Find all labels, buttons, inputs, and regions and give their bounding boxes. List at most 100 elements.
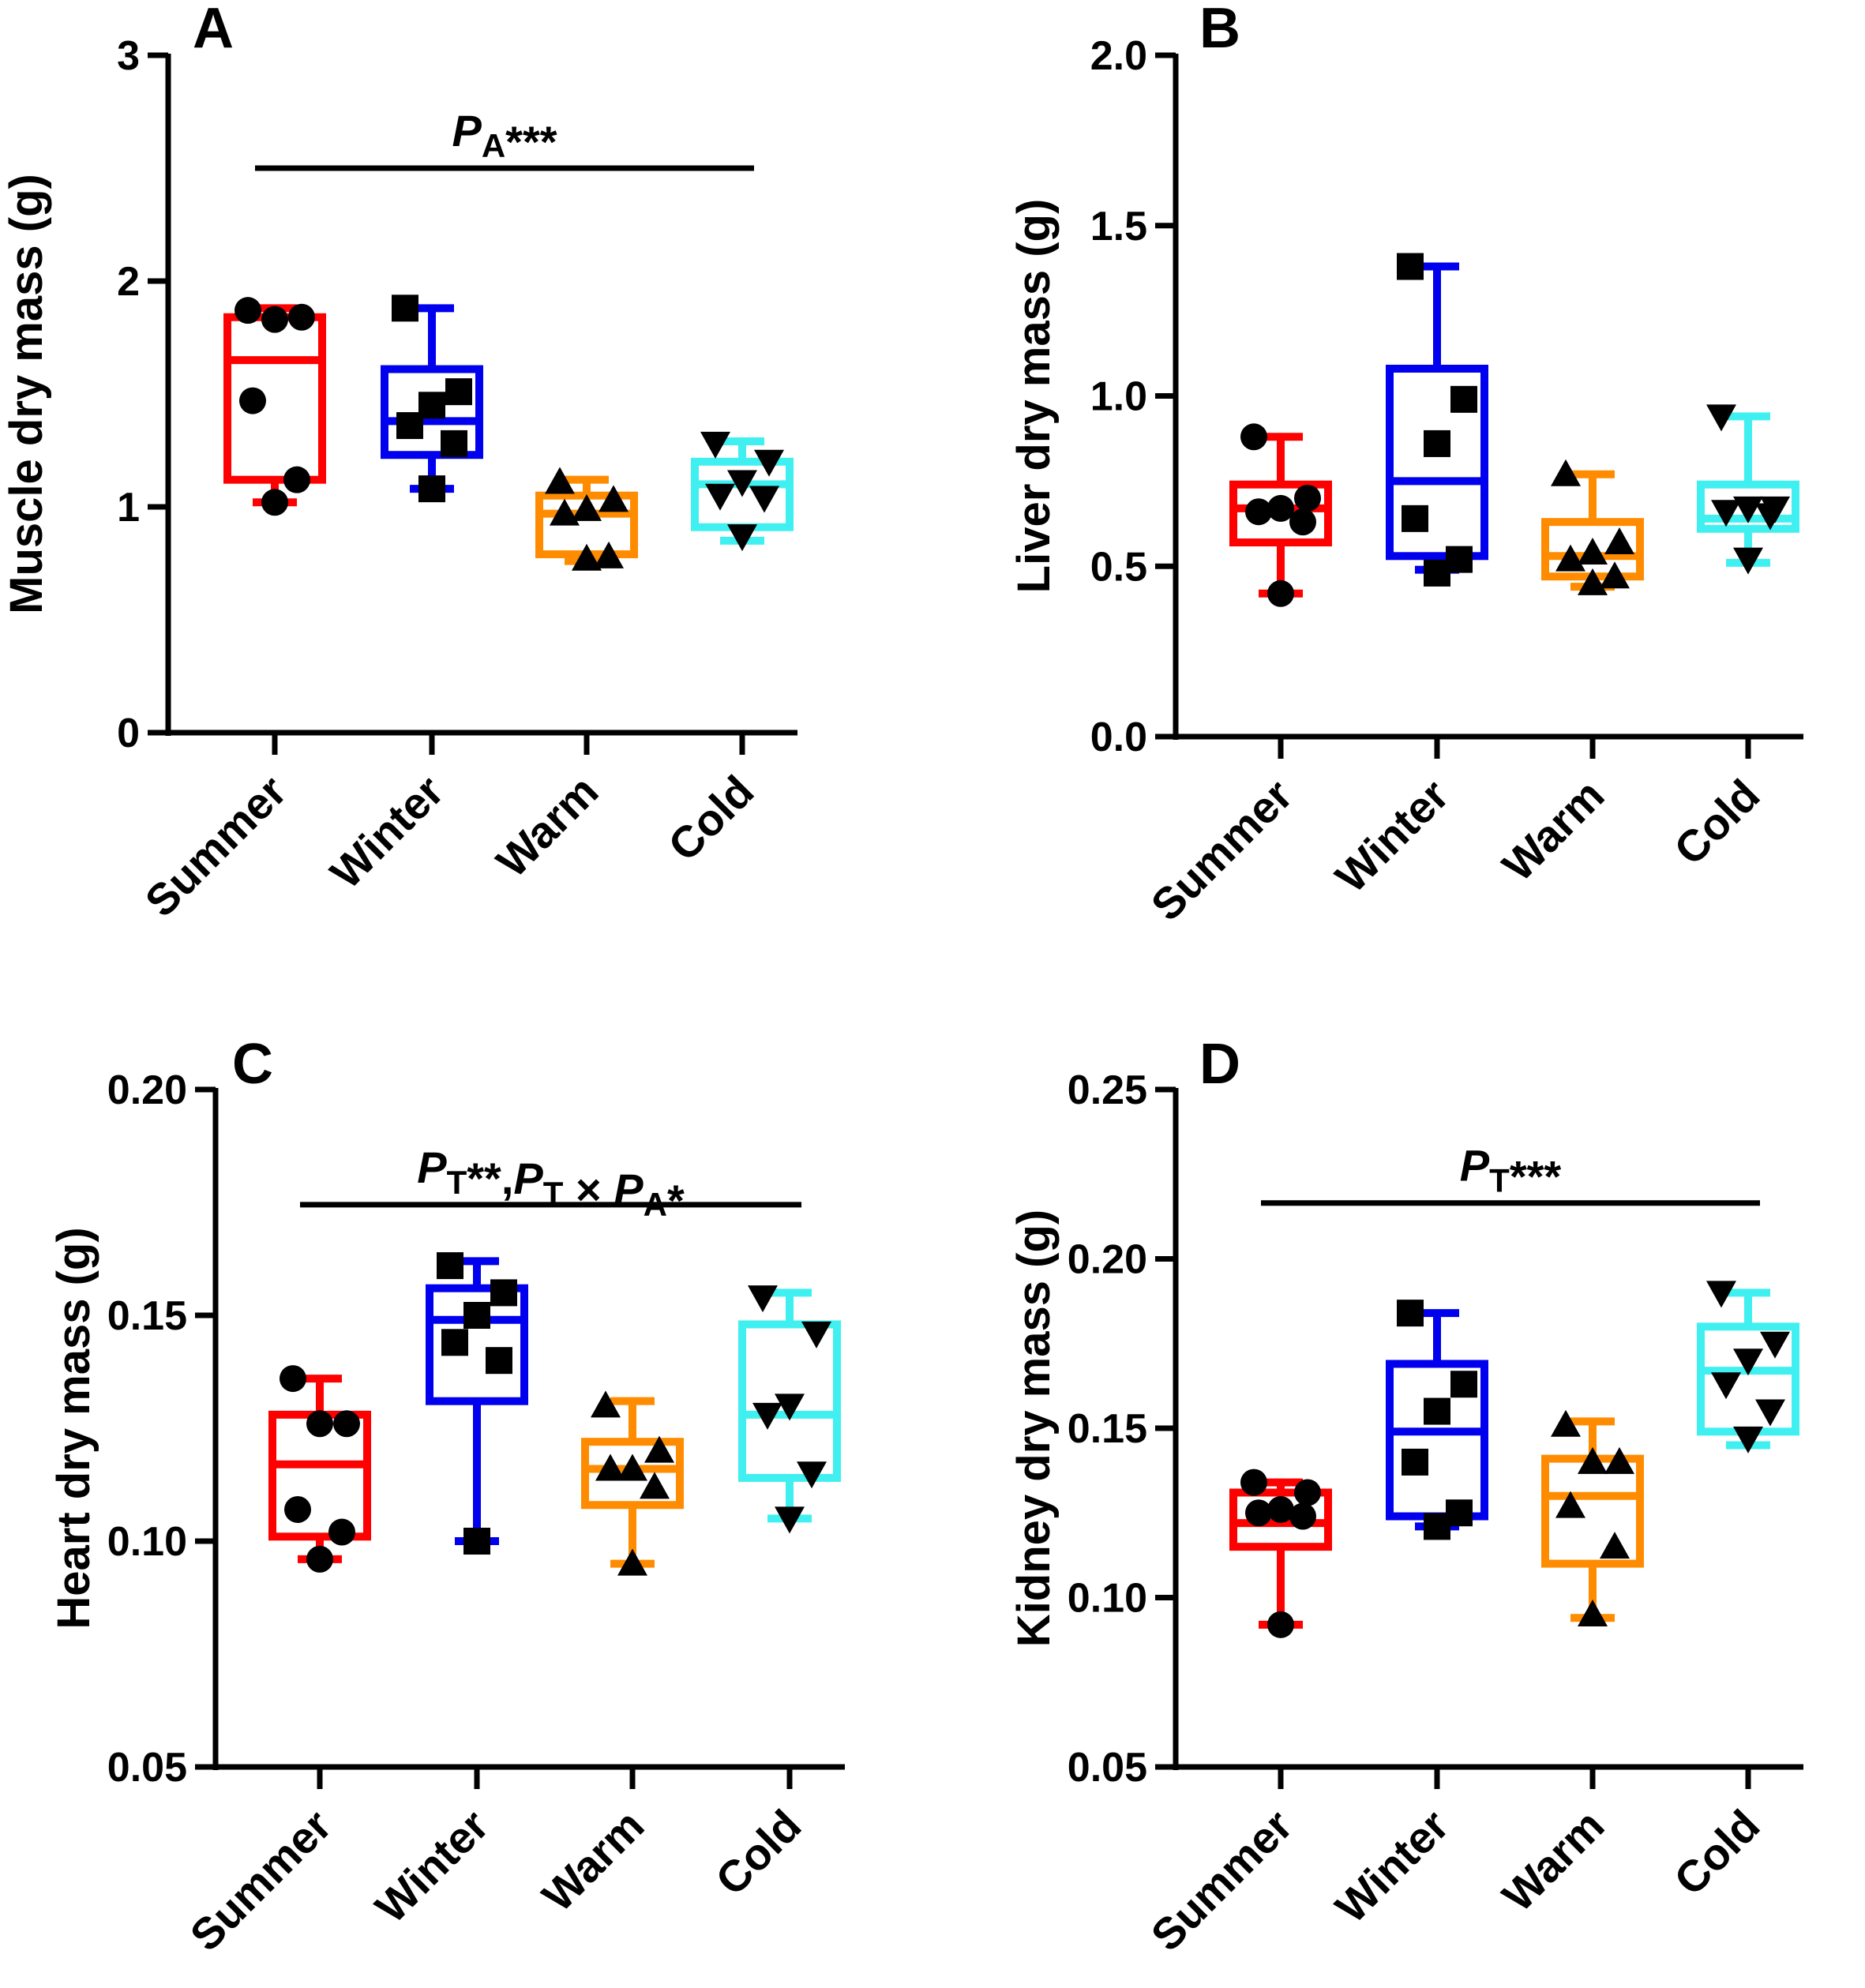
data-point-summer (1294, 1479, 1321, 1506)
data-point-summer (1267, 494, 1294, 522)
box-winter (381, 294, 483, 503)
x-tick-label-summer: Summer (1141, 1800, 1301, 1960)
data-point-cold (797, 1461, 827, 1489)
data-point-winter (1402, 505, 1428, 532)
box-warm (535, 467, 638, 571)
data-point-winter (463, 1302, 490, 1329)
data-point-cold (775, 1393, 805, 1421)
data-point-summer (1245, 498, 1272, 526)
data-point-cold (1760, 1331, 1790, 1359)
y-tick-label: 2.0 (1090, 33, 1147, 79)
data-point-warm (1604, 1446, 1634, 1474)
box-winter (1386, 253, 1488, 587)
y-tick-label: 0.0 (1090, 715, 1147, 760)
data-point-winter (1424, 1397, 1450, 1425)
data-point-warm (617, 1548, 647, 1576)
significance-label: PT*** (1460, 1141, 1562, 1202)
x-tick-label-summer: Summer (135, 766, 295, 926)
data-point-warm (572, 493, 602, 521)
data-point-cold (1733, 1426, 1763, 1453)
data-point-summer (333, 1410, 360, 1438)
box-warm (581, 1390, 684, 1576)
data-point-winter (1450, 1371, 1477, 1398)
data-point-cold (752, 1402, 782, 1430)
box-iqr (1697, 480, 1799, 533)
data-point-winter (1397, 253, 1424, 280)
data-point-winter (441, 1329, 468, 1356)
data-point-cold (748, 1285, 778, 1313)
box-summer (1229, 1468, 1332, 1638)
y-axis-title: Heart dry mass (g) (48, 1227, 99, 1629)
data-point-cold (1711, 500, 1741, 527)
x-tick-label-winter: Winter (1326, 770, 1458, 902)
y-tick-label: 3 (117, 33, 140, 79)
panel-letter: C (232, 1033, 273, 1096)
x-tick-label-warm: Warm (1492, 770, 1613, 891)
significance-label: PA*** (452, 106, 557, 167)
y-tick-label: 0.15 (107, 1293, 187, 1339)
box-cold (1697, 404, 1799, 575)
box-summer (223, 297, 326, 516)
y-tick-label: 2 (117, 259, 140, 305)
data-point-warm (591, 1390, 621, 1418)
x-tick-label-warm: Warm (1492, 1800, 1613, 1921)
data-point-summer (261, 489, 288, 516)
data-point-cold (754, 449, 784, 477)
data-point-cold (727, 524, 757, 552)
data-point-summer (1289, 508, 1316, 536)
x-tick-label-cold: Cold (1664, 770, 1769, 875)
data-point-cold (801, 1321, 831, 1348)
data-point-winter (1450, 385, 1477, 413)
x-tick-label-summer: Summer (180, 1800, 340, 1960)
data-point-warm (1578, 1599, 1608, 1626)
data-point-summer (306, 1410, 333, 1438)
data-point-winter (1402, 1448, 1428, 1476)
data-point-summer (280, 1365, 306, 1393)
box-warm (1541, 459, 1644, 595)
y-axis-title: Muscle dry mass (g) (1, 174, 52, 614)
data-point-cold (775, 1506, 805, 1534)
data-point-warm (1578, 537, 1608, 565)
x-tick-label-winter: Winter (366, 1800, 497, 1932)
data-point-warm (1604, 527, 1634, 555)
data-point-warm (1600, 1532, 1630, 1559)
data-point-winter (437, 1252, 463, 1280)
data-point-cold (1706, 404, 1736, 432)
data-point-warm (1600, 561, 1630, 589)
y-axis-title: Liver dry mass (g) (1008, 199, 1060, 594)
data-point-summer (328, 1518, 355, 1546)
data-point-cold (705, 483, 735, 511)
y-tick-label: 0.10 (1068, 1576, 1147, 1622)
box-summer (268, 1365, 371, 1573)
data-point-warm (640, 1472, 670, 1499)
data-point-winter (486, 1347, 512, 1375)
data-point-cold (727, 470, 757, 497)
data-point-warm (1578, 1446, 1608, 1474)
y-tick-label: 0.20 (107, 1067, 187, 1113)
x-tick-label-warm: Warm (486, 766, 607, 887)
data-point-summer (1245, 1499, 1272, 1527)
data-point-warm (550, 498, 580, 526)
data-point-winter (418, 475, 445, 503)
data-point-summer (284, 1495, 311, 1523)
data-point-summer (1294, 484, 1321, 512)
data-point-summer (1240, 423, 1267, 451)
data-point-summer (306, 1545, 333, 1573)
data-point-cold (1755, 503, 1785, 531)
data-point-winter (445, 378, 472, 406)
data-point-cold (1733, 1348, 1763, 1376)
data-point-warm (1551, 1409, 1581, 1437)
box-cold (691, 431, 794, 552)
data-point-winter (463, 1528, 490, 1555)
data-point-warm (1578, 568, 1608, 595)
data-point-warm (1555, 1491, 1585, 1518)
data-point-cold (1706, 1281, 1736, 1308)
y-tick-label: 0.5 (1090, 544, 1147, 590)
box-iqr (426, 1284, 528, 1405)
box-cold (738, 1285, 841, 1534)
significance-label: PT**,PT × PA* (417, 1142, 685, 1225)
panel-d: D Kidney dry mass (g) 0.05 0.10 0.15 0.20 0.25… (1008, 1033, 1803, 1960)
panel-letter: B (1199, 0, 1240, 60)
y-tick-label: 0 (117, 711, 140, 756)
